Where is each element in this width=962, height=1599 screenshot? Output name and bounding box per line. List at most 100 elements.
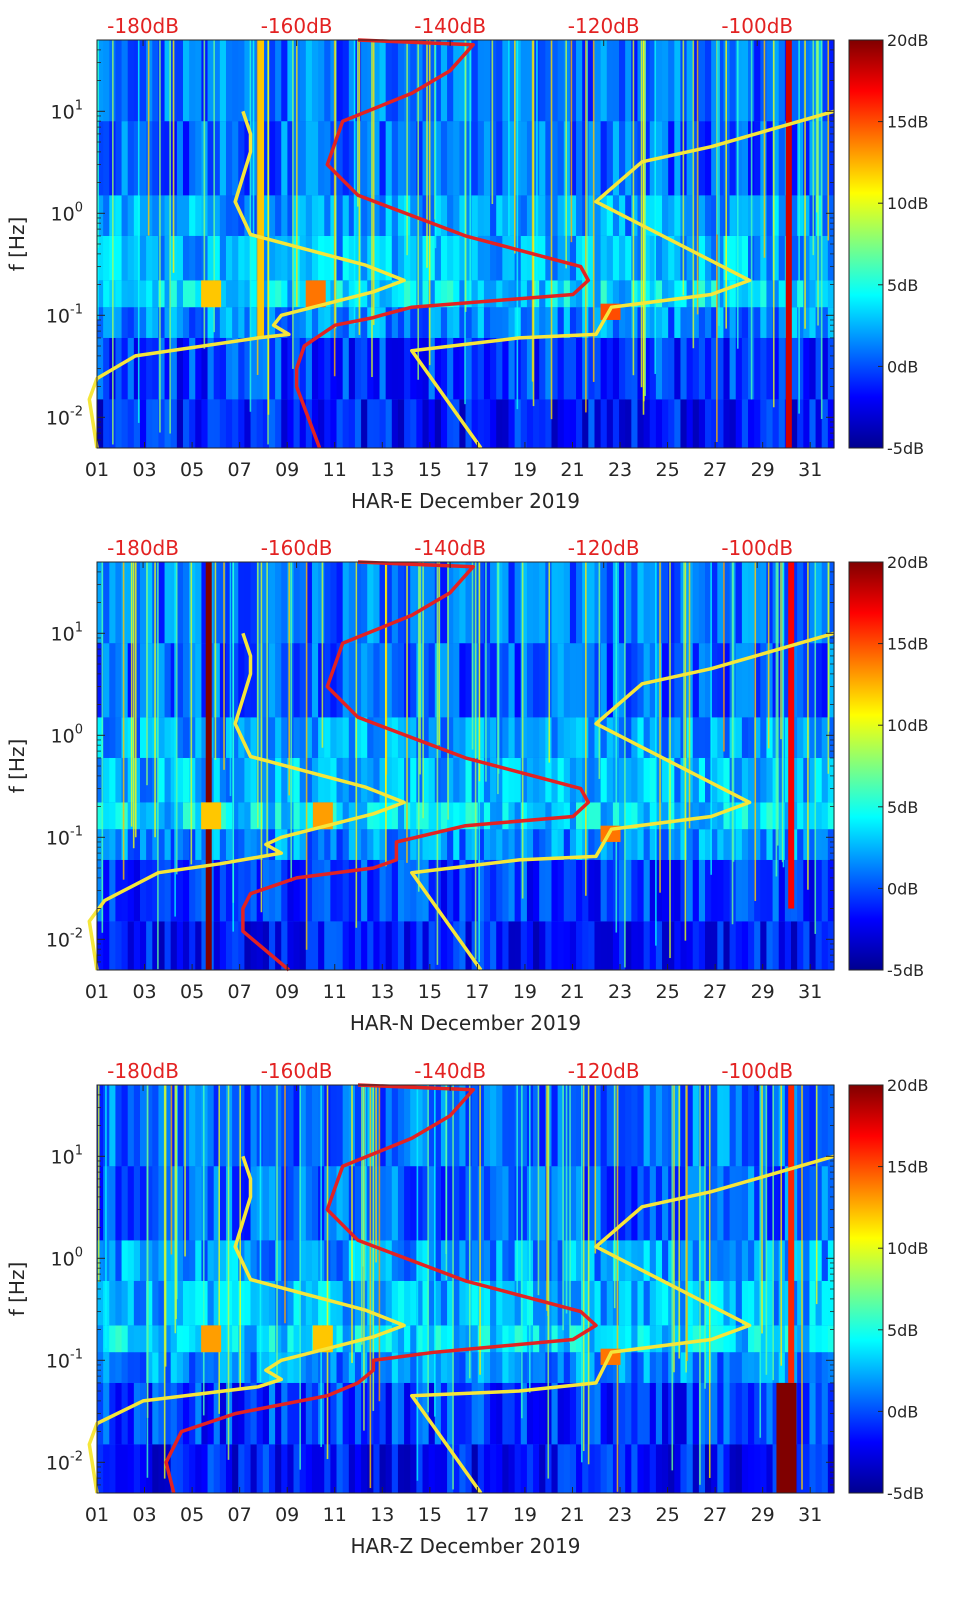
heatmap-cell (612, 1085, 620, 1167)
heatmap-cell (803, 562, 811, 644)
heatmap-cell (754, 1240, 761, 1281)
heatmap-cell (698, 1166, 706, 1241)
heatmap-cell (588, 121, 596, 196)
heatmap-cell (526, 40, 534, 122)
heatmap-cell (133, 280, 141, 308)
heatmap-cell (766, 235, 774, 281)
heatmap-streak (276, 1085, 278, 1375)
heatmap-cell (391, 643, 399, 718)
heatmap-cell (508, 40, 516, 122)
heatmap-cell (434, 235, 442, 281)
heatmap-cell (655, 195, 663, 236)
heatmap-cell (576, 921, 583, 970)
heatmap-cell (717, 829, 725, 860)
heatmap-cell (698, 829, 706, 860)
heatmap-cell (477, 1166, 485, 1241)
heatmap-cell (741, 1325, 749, 1353)
heatmap-cell (232, 1352, 239, 1383)
heatmap-cell (275, 1240, 282, 1281)
heatmap-cell (569, 829, 577, 860)
heatmap-cell (551, 1085, 559, 1167)
heatmap-cell (760, 1085, 768, 1167)
heatmap-cell (514, 802, 522, 830)
heatmap-cell (827, 802, 835, 830)
heatmap-cell (514, 829, 522, 860)
heatmap-streak (190, 562, 193, 865)
heatmap-cell (705, 195, 712, 236)
heatmap-streak (562, 1085, 564, 1331)
heatmap-cell (612, 1166, 620, 1241)
heatmap-cell (189, 280, 196, 308)
heatmap-cell (299, 1382, 307, 1445)
heatmap-cell (483, 1166, 491, 1241)
x-tick-label: 29 (751, 459, 775, 481)
yellow-noise-model-curve (87, 632, 406, 971)
heatmap-cell (305, 307, 313, 338)
heatmap-cell (502, 921, 510, 970)
heatmap-cell (103, 757, 110, 803)
heatmap-cell (705, 307, 712, 338)
heatmap-cell (348, 40, 356, 122)
heatmap-cell (483, 1382, 491, 1445)
heatmap-cell (791, 829, 798, 860)
heatmap-cell (686, 1166, 694, 1241)
heatmap-cell (152, 1352, 160, 1383)
heatmap-cell (299, 1325, 307, 1353)
heatmap-cell (619, 1352, 626, 1383)
heatmap-cell (612, 307, 620, 338)
heatmap-cell (815, 757, 823, 803)
heatmap-cell (686, 195, 694, 236)
heatmap-cell (582, 1166, 589, 1241)
heatmap-cell (717, 195, 725, 236)
heatmap-cell (637, 1382, 645, 1445)
heatmap-cell (649, 757, 657, 803)
heatmap-cell (232, 643, 239, 718)
heatmap-streak (782, 562, 785, 868)
heatmap-cell (649, 280, 657, 308)
heatmap-cell (741, 1382, 749, 1445)
heatmap-cell (146, 195, 153, 236)
heatmap-cell (416, 121, 424, 196)
heatmap-cell (662, 235, 669, 281)
heatmap-cell (201, 1382, 209, 1445)
heatmap-cell (477, 195, 485, 236)
heatmap-streak (521, 1085, 523, 1419)
heatmap-cell (330, 859, 338, 922)
heatmap-cell (189, 1085, 196, 1167)
x-tick-label: 07 (228, 981, 252, 1003)
heatmap-cell (815, 802, 823, 830)
heatmap-cell (502, 1382, 510, 1445)
y-tick-label: 10-1 (46, 1347, 83, 1372)
heatmap-cell (674, 280, 682, 308)
heatmap-cell (772, 1352, 780, 1383)
heatmap-cell (637, 1240, 645, 1281)
heatmap-cell (772, 921, 780, 970)
heatmap-cell (109, 1325, 117, 1353)
heatmap-streak (613, 1085, 616, 1309)
heatmap-cell (797, 1166, 804, 1241)
heatmap-cell (508, 859, 516, 922)
heatmap-cell (576, 1166, 583, 1241)
heatmap-cell (361, 757, 368, 803)
heatmap-cell (686, 280, 694, 308)
heatmap-cell (373, 195, 381, 236)
heatmap-cell (440, 235, 448, 281)
heatmap-streak (288, 562, 290, 796)
heatmap-cell (447, 1382, 454, 1445)
heatmap-cell (551, 195, 559, 236)
heatmap-cell (471, 1280, 479, 1326)
heatmap-cell (238, 337, 245, 400)
heatmap-cell (514, 1240, 522, 1281)
heatmap-cell (711, 121, 718, 196)
heatmap-cell (275, 1280, 282, 1326)
heatmap-cell (520, 643, 528, 718)
heatmap-cell (643, 859, 651, 922)
heatmap-cell (397, 40, 405, 122)
heatmap-cell (361, 399, 368, 448)
y-tick-label: 101 (51, 98, 83, 123)
heatmap-cell (821, 280, 829, 308)
heatmap-cell (741, 40, 749, 122)
heatmap-cell (594, 337, 602, 400)
heatmap-cell (305, 1352, 313, 1383)
heatmap-cell (336, 1444, 344, 1493)
